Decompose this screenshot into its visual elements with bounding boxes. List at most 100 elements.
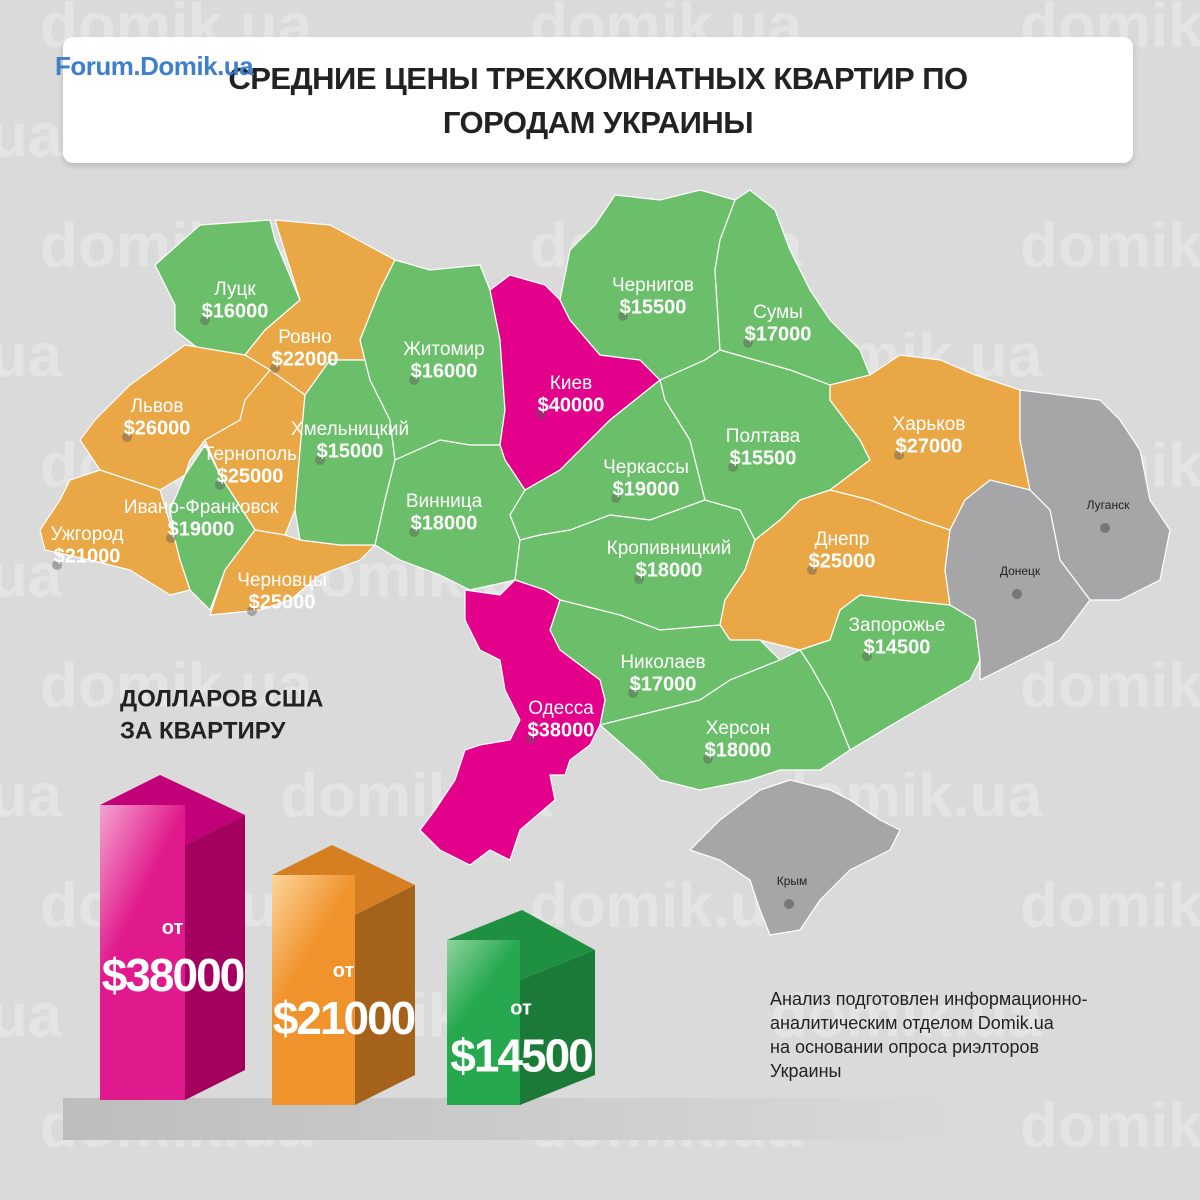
city-name: Луганск [1087,498,1130,512]
bar-side [355,885,415,1105]
city-dot [536,409,546,419]
bar-price: $38000 [102,949,244,1001]
region [169,443,256,612]
city-price: $22000 [272,348,339,370]
bar-front [447,940,520,1105]
city-price: $17000 [745,323,812,345]
city-price: $18000 [411,512,478,534]
city-name: Днепр [815,529,870,550]
watermark: domik.ua [1020,651,1200,720]
city-dot [807,565,817,575]
city-dot [784,899,794,909]
city-dot [743,338,753,348]
city-name: Тернополь [203,444,297,465]
watermark: domik.ua [1020,871,1200,940]
logo: Forum.Domik.ua [55,51,254,81]
note: аналитическим отделом Domik.ua [770,1013,1055,1033]
note: Анализ подготовлен информационно- [770,989,1088,1009]
city-price: $14500 [864,636,931,658]
region-unpriced [944,479,1091,681]
watermark: domik.ua [0,761,63,830]
city-price: $16000 [202,300,269,322]
city-name: Ровно [278,327,332,348]
watermark: domik.ua [40,651,313,720]
city-name: Черкассы [603,457,689,478]
city-name: Луцк [214,279,256,300]
city-price: $16000 [411,360,478,382]
city-name: Запорожье [849,615,946,636]
city-name: Крым [777,874,808,888]
city-name: Сумы [753,302,803,323]
city-dot [52,560,62,570]
region [598,649,851,791]
city-dot [122,432,132,442]
city-dot [862,651,872,661]
region [39,469,191,596]
city-price: $25000 [809,550,876,572]
city-dot [270,363,280,373]
bar-price: $21000 [273,992,415,1044]
city-dot [618,311,628,321]
watermark: domik.ua [0,321,63,390]
city-price: $21000 [54,545,121,567]
city-dot [409,527,419,537]
city-dot [215,480,225,490]
city-dot [166,533,176,543]
city-name: Ивано-Франковск [124,497,279,518]
city-dot [728,462,738,472]
header-box: СРЕДНИЕ ЦЕНЫ ТРЕХКОМНАТНЫХ КВАРТИР ПО ГО… [55,37,1133,163]
city-dot [611,493,621,503]
city-name: Кропивницкий [607,538,732,559]
watermark: domik.ua [1020,211,1200,280]
bar-front [272,875,355,1105]
city-price: $25000 [249,591,316,613]
city-name: Николаев [620,652,705,673]
city-price: $19000 [168,518,235,540]
title: СРЕДНИЕ ЦЕНЫ ТРЕХКОМНАТНЫХ КВАРТИР ПО ГО… [228,61,968,140]
city-name: Житомир [403,339,484,360]
city-price: $18000 [705,739,772,761]
city-dot [526,734,536,744]
bar-prefix: от [510,998,532,1020]
city-price: $15500 [730,447,797,469]
watermark: domik.ua [0,981,63,1050]
city-dot [634,574,644,584]
bar-side [520,950,595,1105]
city-price: $25000 [217,465,284,487]
bar-price: $14500 [450,1029,592,1081]
bar-prefix: от [162,917,184,939]
city-price: $15000 [317,440,384,462]
city-price: $27000 [896,435,963,457]
legend-title: ДОЛЛАРОВ США [120,685,323,712]
city-dot [409,375,419,385]
city-name: Ужгород [50,524,123,545]
watermark: domik.ua [0,101,63,170]
city-name: Полтава [726,426,801,447]
note: Украины [770,1061,841,1081]
city-name: Херсон [706,718,771,739]
city-name: Черновцы [237,570,327,591]
floor [63,1098,983,1140]
city-price: $38000 [528,719,595,741]
note: на основании опроса риэлторов [770,1037,1039,1057]
bar-side [185,815,245,1100]
city-dot [1100,523,1110,533]
city-name: Одесса [528,698,594,719]
city-dot [628,688,638,698]
bar-front [100,805,185,1100]
city-dot [703,754,713,764]
city-name: Донецк [1000,564,1041,578]
city-price: $26000 [124,417,191,439]
city-name: Львов [131,396,184,417]
city-name: Чернигов [612,275,694,296]
watermark: domik.ua [1020,1091,1200,1160]
city-dot [200,315,210,325]
city-name: Харьков [893,414,966,435]
city-dot [1012,589,1022,599]
watermark: domik.ua [770,981,1043,1050]
city-name: Хмельницкий [291,419,409,440]
city-price: $15500 [620,296,687,318]
region [209,529,377,616]
city-price: $17000 [630,673,697,695]
